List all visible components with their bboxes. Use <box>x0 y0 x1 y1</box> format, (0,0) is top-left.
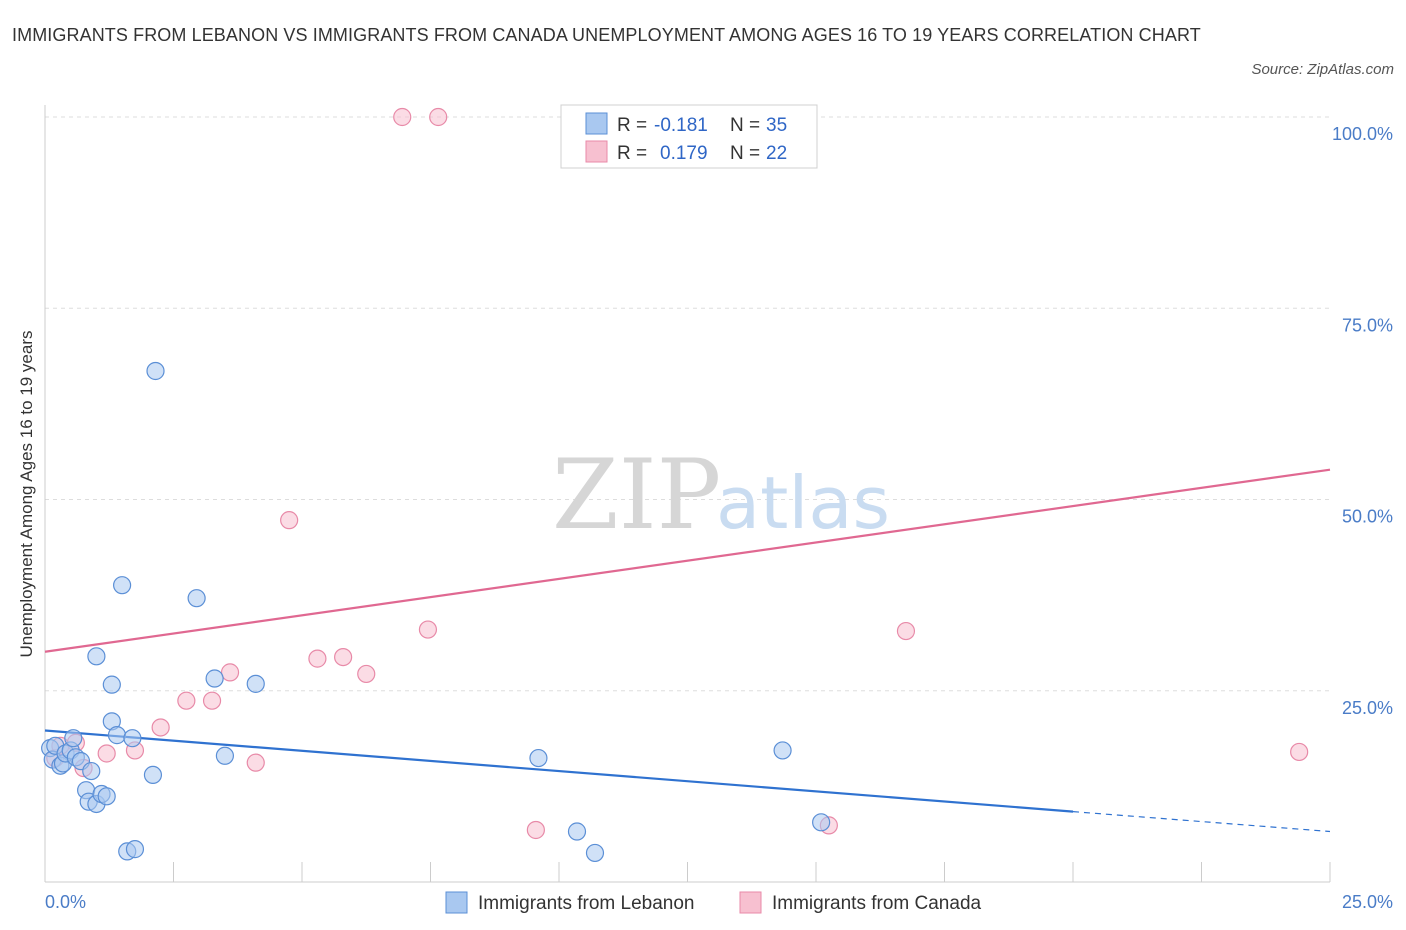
canada-point-18 <box>526 820 545 840</box>
series-legend: Immigrants from Lebanon Immigrants from … <box>445 891 982 914</box>
legend-n-label-lebanon: N = <box>730 115 760 136</box>
canada-point-6 <box>151 718 170 737</box>
grid-lines <box>45 116 1330 692</box>
y-tick-label-75: 75.0% <box>1342 315 1393 335</box>
lebanon-point-25 <box>146 361 165 381</box>
series-legend-swatch-canada <box>739 891 762 914</box>
lebanon-point-24 <box>143 765 163 785</box>
canada-point-11 <box>280 511 299 530</box>
lebanon-point-16 <box>97 787 116 806</box>
legend-n-value-canada: 22 <box>766 143 787 164</box>
canada-point-16 <box>418 620 438 639</box>
lebanon-point-33 <box>773 741 792 760</box>
legend-n-value-lebanon: 35 <box>766 115 787 136</box>
legend-swatch-canada <box>585 140 608 163</box>
lebanon-point-31 <box>567 822 587 841</box>
lebanon-point-26 <box>187 589 206 608</box>
source-label: Source: ZipAtlas.com <box>1251 61 1394 78</box>
series-legend-swatch-lebanon <box>445 891 468 914</box>
canada-point-12 <box>308 649 327 668</box>
canada-point-15 <box>393 107 412 127</box>
legend-swatch-lebanon <box>585 112 608 135</box>
lebanon-point-14 <box>87 647 106 666</box>
lebanon-point-12 <box>82 761 101 781</box>
trend-line-lebanon <box>44 729 1074 813</box>
legend-r-value-lebanon: -0.181 <box>654 115 708 136</box>
y-tick-labels: 25.0% 50.0% 75.0% 100.0% <box>1332 124 1393 718</box>
lebanon-point-7 <box>64 729 83 748</box>
lebanon-point-29 <box>246 674 265 693</box>
canada-point-10 <box>246 753 265 772</box>
lebanon-point-34 <box>812 813 831 832</box>
trend-line-lebanon-extension <box>1072 811 1331 833</box>
trend-lines <box>44 468 1331 833</box>
y-tick-label-50: 50.0% <box>1342 507 1393 527</box>
lebanon-point-22 <box>123 729 142 748</box>
y-axis-label: Unemployment Among Ages 16 to 19 years <box>17 331 36 658</box>
legend-r-value-canada: 0.179 <box>660 143 708 164</box>
lebanon-point-30 <box>529 748 548 768</box>
canada-point-8 <box>202 691 222 710</box>
lebanon-point-20 <box>112 576 132 595</box>
canada-point-13 <box>334 647 353 667</box>
y-tick-label-100: 100.0% <box>1332 124 1393 144</box>
legend-n-label-canada: N = <box>730 143 760 164</box>
watermark-zip: ZIP <box>552 439 721 551</box>
legend-r-label-lebanon: R = <box>617 115 647 136</box>
lebanon-points <box>41 361 831 863</box>
canada-point-17 <box>429 107 448 127</box>
canada-point-22 <box>1290 742 1309 762</box>
lebanon-point-28 <box>215 746 234 765</box>
trend-line-canada <box>44 468 1331 653</box>
lebanon-point-27 <box>205 669 224 688</box>
chart-title: IMMIGRANTS FROM LEBANON VS IMMIGRANTS FR… <box>12 25 1201 45</box>
lebanon-point-17 <box>102 675 121 694</box>
x-tick-label-min: 0.0% <box>45 892 86 912</box>
canada-point-7 <box>177 691 196 710</box>
legend-r-label-canada: R = <box>617 143 647 164</box>
canada-point-9 <box>220 663 240 682</box>
series-legend-label-canada: Immigrants from Canada <box>772 893 982 914</box>
x-tick-labels: 0.0% 25.0% <box>45 892 1393 912</box>
x-ticks <box>44 862 1331 882</box>
canada-point-4 <box>97 744 116 763</box>
canada-point-14 <box>357 664 376 684</box>
watermark-atlas: atlas <box>716 461 890 545</box>
series-legend-label-lebanon: Immigrants from Lebanon <box>478 893 695 914</box>
correlation-legend: R = -0.181 N = 35 R = 0.179 N = 22 <box>560 104 818 169</box>
lebanon-point-19 <box>107 726 127 745</box>
watermark: ZIP atlas <box>552 439 890 551</box>
y-tick-label-25: 25.0% <box>1342 698 1393 718</box>
canada-point-21 <box>896 621 916 641</box>
x-tick-label-max: 25.0% <box>1342 892 1393 912</box>
lebanon-point-23 <box>125 840 145 859</box>
lebanon-point-32 <box>585 843 605 863</box>
